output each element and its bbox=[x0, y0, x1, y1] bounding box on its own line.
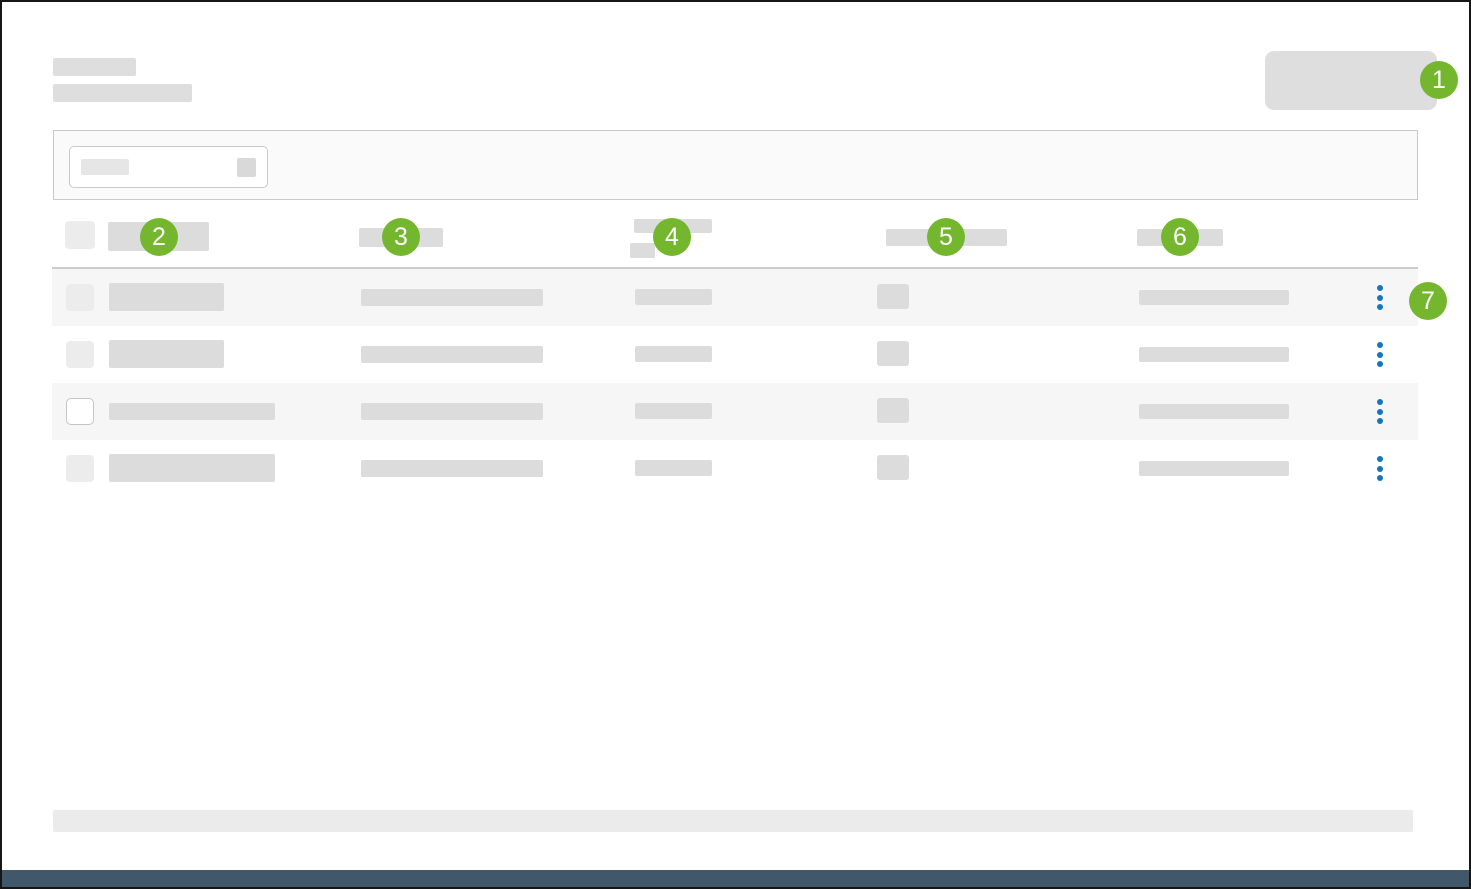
row-actions-kebab-icon[interactable] bbox=[1374, 285, 1386, 310]
row-name-placeholder bbox=[109, 403, 275, 420]
callout-badge-4: 4 bbox=[653, 218, 691, 256]
row-col4-placeholder bbox=[635, 460, 712, 476]
table-header bbox=[52, 205, 1418, 269]
row-checkbox[interactable] bbox=[66, 341, 94, 368]
status-bar bbox=[0, 870, 1471, 889]
row-status-placeholder bbox=[877, 284, 909, 309]
callout-badge-1: 1 bbox=[1420, 61, 1458, 99]
row-checkbox[interactable] bbox=[66, 398, 94, 425]
row-col4-placeholder bbox=[635, 346, 712, 362]
search-icon[interactable] bbox=[237, 158, 256, 177]
row-col6-placeholder bbox=[1139, 347, 1289, 362]
row-checkbox[interactable] bbox=[66, 455, 94, 482]
search-input[interactable] bbox=[69, 146, 268, 188]
column-header-4-placeholder-line2 bbox=[630, 243, 655, 258]
callout-badge-3: 3 bbox=[382, 218, 420, 256]
row-col6-placeholder bbox=[1139, 404, 1289, 419]
row-name-placeholder bbox=[109, 283, 224, 311]
page-title-placeholder bbox=[53, 58, 136, 76]
row-actions-kebab-icon[interactable] bbox=[1374, 342, 1386, 367]
callout-badge-2: 2 bbox=[140, 218, 178, 256]
callout-badge-6: 6 bbox=[1161, 218, 1199, 256]
table-row[interactable] bbox=[52, 269, 1418, 326]
row-checkbox[interactable] bbox=[66, 284, 94, 311]
table-body bbox=[52, 269, 1418, 497]
callout-badge-5: 5 bbox=[927, 218, 965, 256]
row-col6-placeholder bbox=[1139, 461, 1289, 476]
primary-action-button[interactable] bbox=[1265, 51, 1437, 110]
row-name-placeholder bbox=[109, 340, 224, 368]
table-row[interactable] bbox=[52, 440, 1418, 497]
row-col3-placeholder bbox=[361, 403, 543, 420]
callout-badge-7: 7 bbox=[1409, 282, 1447, 320]
pagination-placeholder-bar bbox=[53, 810, 1413, 832]
row-status-placeholder bbox=[877, 455, 909, 480]
row-col4-placeholder bbox=[635, 289, 712, 305]
table-row[interactable] bbox=[52, 383, 1418, 440]
page-subtitle-placeholder bbox=[53, 84, 192, 102]
row-actions-kebab-icon[interactable] bbox=[1374, 399, 1386, 424]
row-actions-kebab-icon[interactable] bbox=[1374, 456, 1386, 481]
row-col4-placeholder bbox=[635, 403, 712, 419]
table-row[interactable] bbox=[52, 326, 1418, 383]
row-status-placeholder bbox=[877, 398, 909, 423]
row-col3-placeholder bbox=[361, 460, 543, 477]
row-col3-placeholder bbox=[361, 346, 543, 363]
row-status-placeholder bbox=[877, 341, 909, 366]
select-all-checkbox[interactable] bbox=[65, 221, 95, 249]
table-toolbar bbox=[53, 130, 1418, 200]
search-placeholder-bar bbox=[81, 159, 129, 175]
row-col3-placeholder bbox=[361, 289, 543, 306]
row-col6-placeholder bbox=[1139, 290, 1289, 305]
row-name-placeholder bbox=[109, 454, 275, 482]
